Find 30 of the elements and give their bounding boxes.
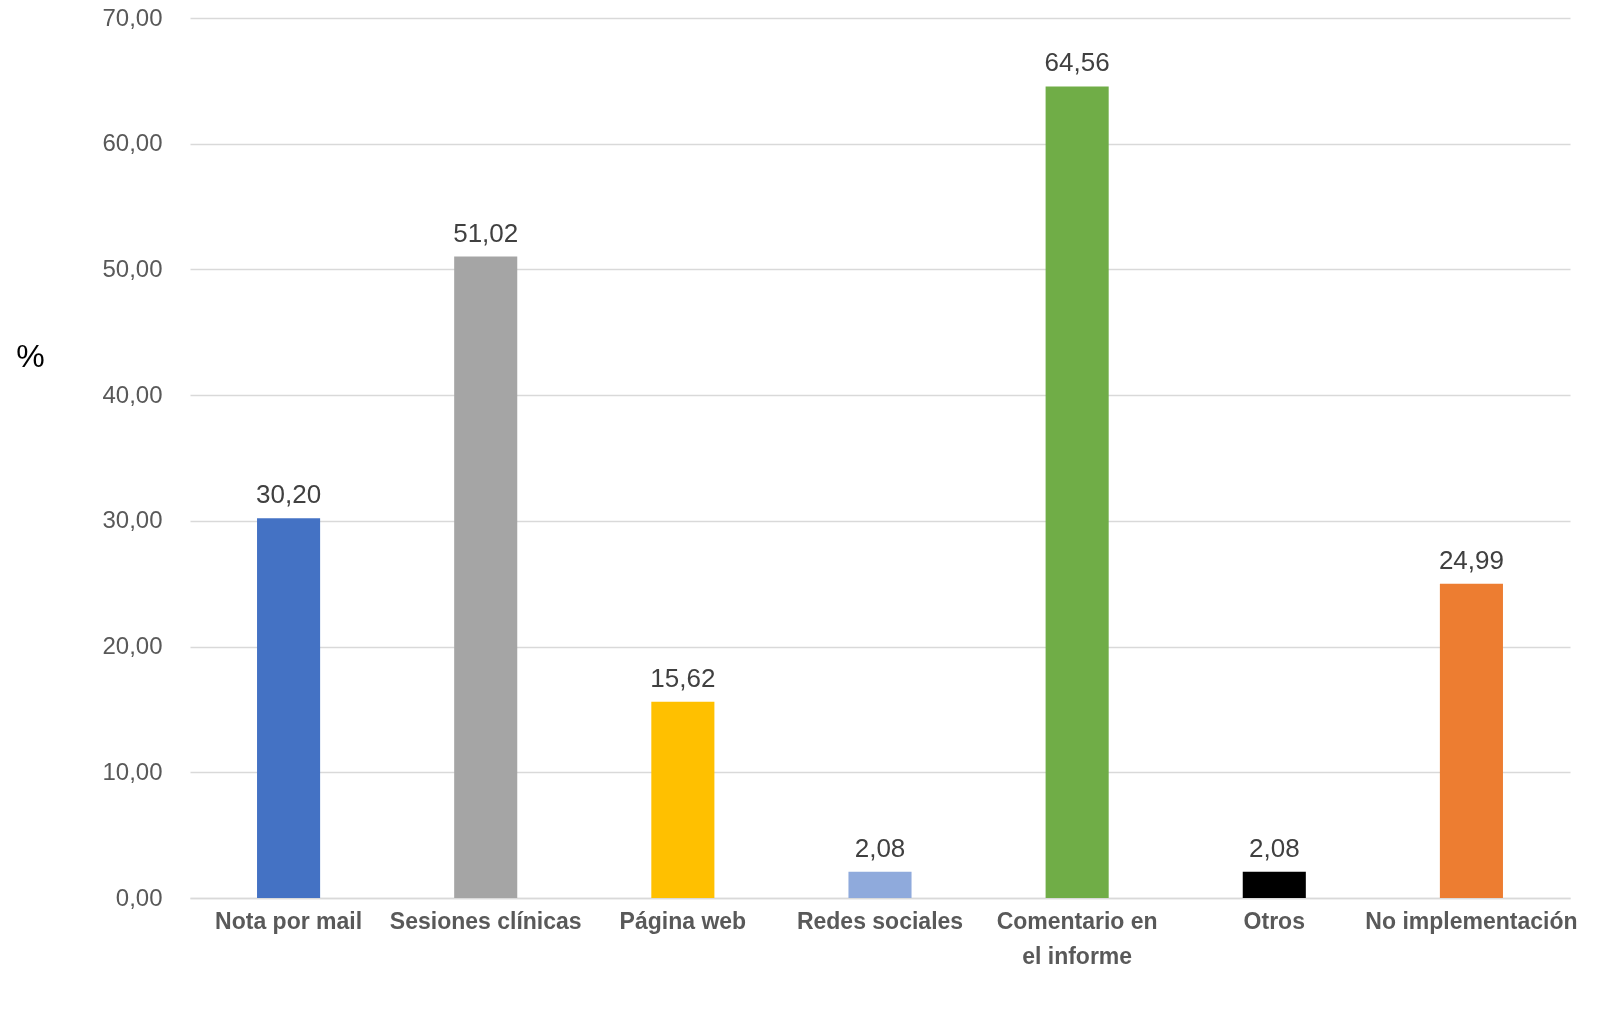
y-tick-label: 10,00 [102,757,163,785]
y-tick-label: 20,00 [102,632,163,660]
x-tick-label: Sesiones clínicas [389,907,582,934]
bar [1439,583,1503,898]
bar [257,518,321,898]
data-label: 24,99 [1438,544,1504,575]
x-tick-label: Página web [619,907,747,934]
data-label: 51,02 [453,217,519,248]
bar [848,871,912,898]
bar [651,701,715,898]
x-tick-label: Nota por mail [215,907,363,934]
bar [1242,871,1306,898]
data-label: 2,08 [1248,832,1300,863]
data-label: 2,08 [854,832,906,863]
y-tick-label: 0,00 [115,883,163,911]
y-axis-title: % [16,337,45,374]
data-label: 15,62 [650,662,716,693]
y-tick-label: 70,00 [102,3,163,31]
bar [1045,86,1109,898]
x-tick-label: No implementación [1365,907,1578,934]
data-label: 64,56 [1044,47,1110,78]
x-tick-label: Otros [1243,907,1305,934]
bar [454,256,518,898]
y-tick-label: 30,00 [102,506,163,534]
y-tick-label: 50,00 [102,254,163,282]
y-tick-label: 40,00 [102,380,163,408]
x-tick-label: Redes sociales [796,907,964,934]
x-tick-label: Comentario en el informe [996,907,1158,969]
data-label: 30,20 [256,479,322,510]
y-tick-label: 60,00 [102,129,163,157]
